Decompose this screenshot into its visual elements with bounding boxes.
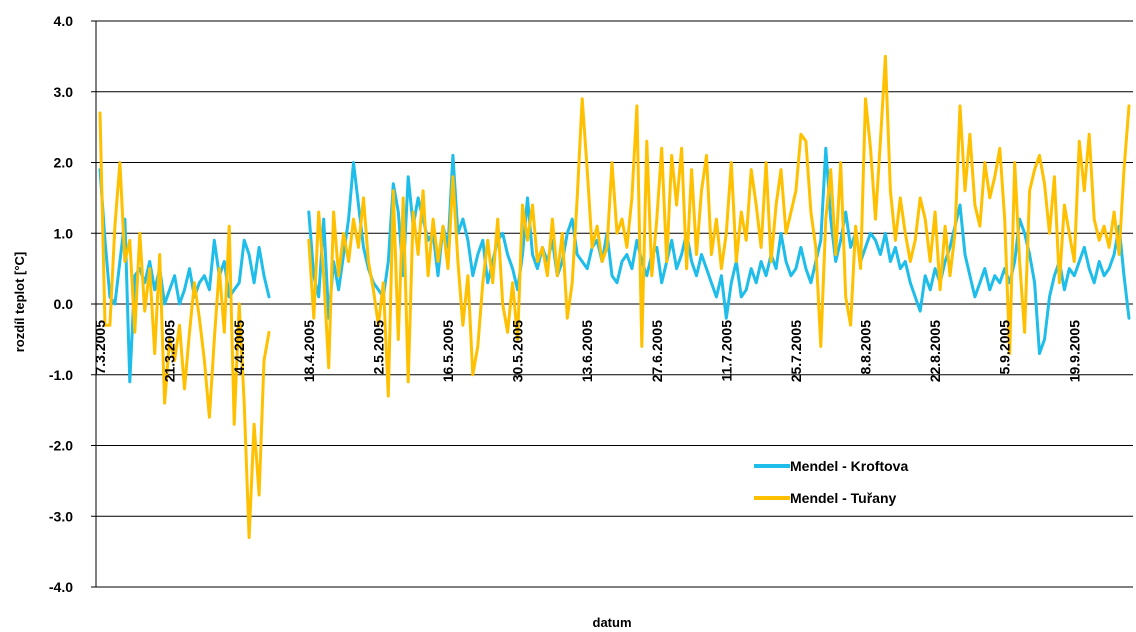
y-tick-label: 3.0 <box>54 84 74 100</box>
y-tick-label: -2.0 <box>49 438 73 454</box>
x-tick-label: 21.3.2005 <box>162 320 178 382</box>
y-tick-label: -1.0 <box>49 367 73 383</box>
x-tick-label: 7.3.2005 <box>92 320 108 375</box>
x-tick-label: 18.4.2005 <box>301 320 317 382</box>
y-tick-labels: 4.0 3.0 2.0 1.0 0.0 -1.0 -2.0 -3.0 -4.0 <box>49 13 73 595</box>
x-tick-label: 27.6.2005 <box>649 320 665 382</box>
x-tick-label: 2.5.2005 <box>370 320 386 375</box>
y-tick-label: -3.0 <box>49 508 73 524</box>
x-tick-label: 22.8.2005 <box>927 320 943 382</box>
y-tick-label: -4.0 <box>49 579 73 595</box>
x-tick-label: 8.8.2005 <box>858 320 874 375</box>
x-axis-title: datum <box>593 615 632 630</box>
x-tick-label: 4.4.2005 <box>231 320 247 375</box>
x-tick-label: 19.9.2005 <box>1066 320 1082 382</box>
x-tick-label: 5.9.2005 <box>997 320 1013 375</box>
y-tick-label: 0.0 <box>54 296 74 312</box>
x-tick-label: 30.5.2005 <box>510 320 526 382</box>
x-tick-label: 13.6.2005 <box>579 320 595 382</box>
y-tick-label: 2.0 <box>54 155 74 171</box>
x-tick-label: 16.5.2005 <box>440 320 456 382</box>
legend-label-turany: Mendel - Tuřany <box>790 490 897 506</box>
series-line-kroftova <box>98 168 271 384</box>
x-tick-labels: 7.3.2005 21.3.2005 4.4.2005 18.4.2005 2.5.20… <box>92 320 1082 383</box>
y-tick-label: 1.0 <box>54 225 74 241</box>
legend: Mendel - Kroftova Mendel - Tuřany <box>754 458 908 506</box>
series-line-turany <box>98 111 271 539</box>
series-line-turany <box>307 54 1131 398</box>
x-tick-label: 11.7.2005 <box>718 320 734 382</box>
series-lines <box>98 54 1131 539</box>
x-tick-label: 25.7.2005 <box>788 320 804 382</box>
y-gridlines <box>91 20 1133 588</box>
y-tick-label: 4.0 <box>54 13 74 29</box>
legend-label-kroftova: Mendel - Kroftova <box>790 458 908 474</box>
y-axis-title: rozdíl teplot [°C] <box>12 252 27 353</box>
